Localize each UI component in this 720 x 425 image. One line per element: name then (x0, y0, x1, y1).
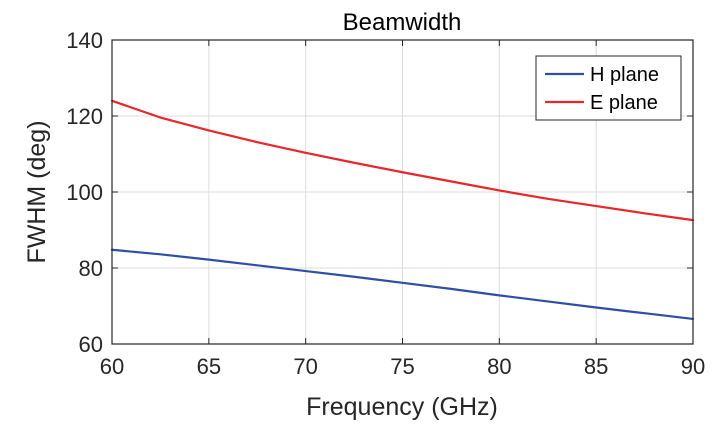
legend-label: H plane (590, 64, 659, 86)
series-layer (110, 99, 695, 321)
y-axis: 60 80 100 120 140 (66, 28, 693, 357)
series-line-e-plane (110, 99, 695, 222)
x-tick-label: 60 (100, 354, 124, 379)
x-tick-label: 75 (390, 354, 414, 379)
y-tick-label: 80 (79, 256, 103, 281)
chart-title: Beamwidth (343, 9, 462, 36)
legend: H plane E plane (535, 55, 682, 121)
x-tick-label: 65 (197, 354, 221, 379)
y-tick-label: 100 (66, 180, 103, 205)
y-axis-title: FWHM (deg) (23, 120, 51, 263)
x-tick-label: 70 (293, 354, 317, 379)
x-tick-label: 90 (681, 354, 705, 379)
series-line-h-plane (110, 248, 695, 321)
x-tick-label: 80 (487, 354, 511, 379)
x-tick-label: 85 (584, 354, 608, 379)
legend-box (535, 55, 682, 121)
legend-label: E plane (590, 92, 658, 114)
y-tick-label: 120 (66, 104, 103, 129)
y-tick-label: 60 (79, 332, 103, 357)
x-axis: 60 65 70 75 80 85 90 (100, 40, 705, 379)
y-tick-label: 140 (66, 28, 103, 53)
x-axis-title: Frequency (GHz) (306, 393, 498, 421)
